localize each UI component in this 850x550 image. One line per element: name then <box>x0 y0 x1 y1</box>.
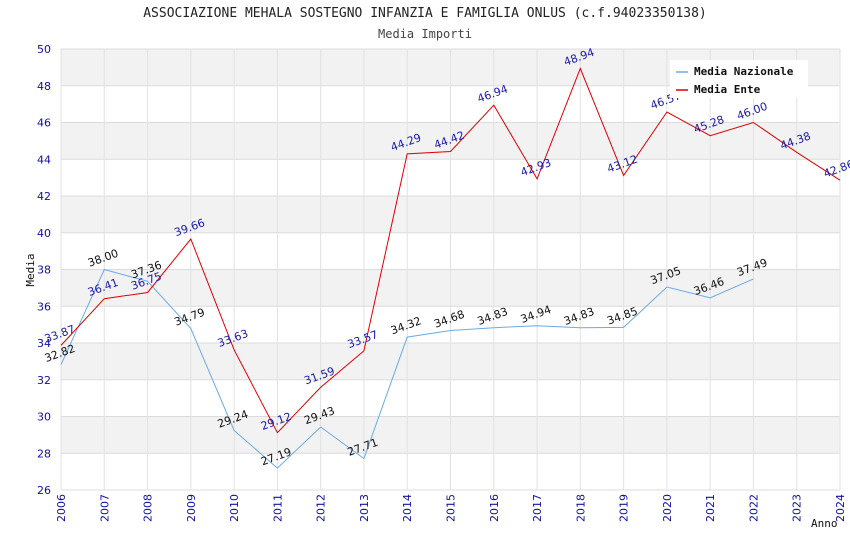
y-tick-label: 46 <box>37 117 51 130</box>
x-tick-label: 2024 <box>834 494 847 522</box>
x-tick-label: 2007 <box>98 494 111 522</box>
y-axis-ticks: 26 28 30 32 34 36 38 40 42 44 46 48 50 <box>37 43 51 497</box>
x-tick-label: 2014 <box>401 494 414 522</box>
data-label-media-nazionale: 38.00 <box>86 247 120 270</box>
x-tick-label: 2018 <box>574 494 587 522</box>
x-tick-label: 2008 <box>142 494 155 522</box>
y-tick-label: 36 <box>37 300 51 313</box>
x-tick-label: 2006 <box>55 494 68 522</box>
data-label-media-nazionale: 34.85 <box>605 305 639 328</box>
series-lines <box>60 67 841 469</box>
x-tick-label: 2022 <box>747 494 760 522</box>
y-tick-label: 50 <box>37 43 51 56</box>
legend: Media Nazionale Media Ente <box>670 60 808 98</box>
y-tick-label: 38 <box>37 264 51 277</box>
chart-title: ASSOCIAZIONE MEHALA SOSTEGNO INFANZIA E … <box>143 6 707 21</box>
x-tick-label: 2016 <box>488 494 501 522</box>
legend-label-media-nazionale: Media Nazionale <box>694 65 794 78</box>
x-axis-label: Anno <box>811 517 838 530</box>
data-label-media-ente: 46.00 <box>735 100 769 123</box>
y-tick-label: 42 <box>37 190 51 203</box>
x-tick-label: 2013 <box>358 494 371 522</box>
data-label-media-nazionale: 34.83 <box>562 305 596 328</box>
y-tick-label: 34 <box>37 337 51 350</box>
x-tick-label: 2019 <box>618 494 631 522</box>
x-tick-label: 2023 <box>791 494 804 522</box>
y-tick-label: 44 <box>37 153 51 166</box>
y-tick-label: 26 <box>37 484 51 497</box>
x-tick-label: 2012 <box>315 494 328 522</box>
y-tick-label: 30 <box>37 411 51 424</box>
chart-subtitle: Media Importi <box>378 27 472 41</box>
y-tick-label: 48 <box>37 80 51 93</box>
series-line-media-ente <box>60 67 841 434</box>
x-tick-label: 2020 <box>661 494 674 522</box>
y-tick-label: 32 <box>37 374 51 387</box>
legend-label-media-ente: Media Ente <box>694 83 761 96</box>
data-label-media-nazionale: 34.68 <box>432 308 466 331</box>
y-axis-label: Media <box>24 253 37 286</box>
x-tick-label: 2011 <box>271 494 284 522</box>
data-label-media-nazionale: 34.32 <box>389 314 423 337</box>
series-line-media-nazionale <box>60 268 754 469</box>
y-tick-label: 28 <box>37 447 51 460</box>
legend-box <box>670 60 808 98</box>
data-labels: 32.8238.0037.3634.7929.2427.1929.4327.71… <box>43 46 850 469</box>
data-label-media-nazionale: 34.79 <box>173 306 207 329</box>
x-tick-label: 2010 <box>228 494 241 522</box>
x-tick-label: 2021 <box>704 494 717 522</box>
data-label-media-nazionale: 34.83 <box>476 305 510 328</box>
y-tick-label: 40 <box>37 227 51 240</box>
x-tick-label: 2009 <box>185 494 198 522</box>
x-tick-label: 2015 <box>445 494 458 522</box>
x-tick-label: 2017 <box>531 494 544 522</box>
x-axis-ticks: 2006 2007 2008 2009 2010 2011 2012 2013 2014 2015… <box>55 494 847 522</box>
